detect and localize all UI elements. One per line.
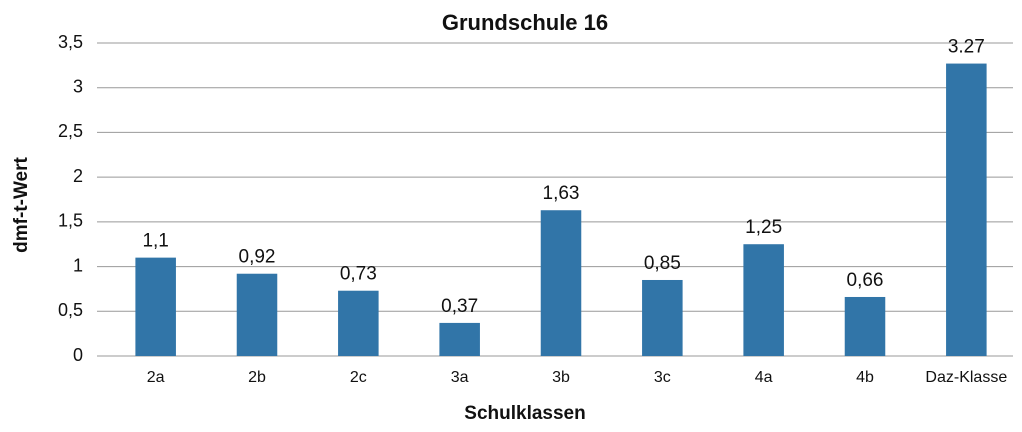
y-tick-label: 3,5 xyxy=(58,32,83,52)
bar xyxy=(946,63,987,356)
x-tick-label: 2b xyxy=(248,369,266,386)
bar xyxy=(236,273,278,356)
x-tick-label: 2a xyxy=(147,369,165,386)
y-tick-label: 2 xyxy=(73,166,83,186)
data-label: 3.27 xyxy=(948,37,985,58)
data-label: 0,66 xyxy=(847,270,884,291)
y-tick-label: 2,5 xyxy=(58,121,83,141)
data-label: 0,37 xyxy=(441,296,478,317)
x-tick-label: 3b xyxy=(552,369,570,386)
bar xyxy=(844,296,886,356)
bar xyxy=(743,244,784,356)
bar xyxy=(642,279,683,356)
chart-title: Grundschule 16 xyxy=(442,10,608,35)
y-axis-title: dmf-t-Wert xyxy=(11,156,32,252)
y-tick-label: 1,5 xyxy=(58,211,83,231)
y-tick-label: 1 xyxy=(73,255,83,275)
bar xyxy=(338,290,379,356)
data-label: 0,92 xyxy=(239,247,276,268)
y-tick-label: 0 xyxy=(73,345,83,365)
y-tick-label: 0,5 xyxy=(58,300,83,320)
data-label: 1,25 xyxy=(745,217,782,238)
bar xyxy=(439,322,480,356)
data-label: 0,73 xyxy=(340,264,377,285)
x-tick-label: 4b xyxy=(856,369,874,386)
data-label: 0,85 xyxy=(644,253,681,274)
x-tick-label: 4a xyxy=(755,369,773,386)
x-axis-title: Schulklassen xyxy=(464,403,585,424)
x-tick-label: 3a xyxy=(451,369,469,386)
x-tick-label: Daz-Klasse xyxy=(925,369,1007,386)
bar xyxy=(540,210,582,356)
bar xyxy=(135,257,176,356)
data-label: 1,63 xyxy=(543,183,580,204)
data-label: 1,1 xyxy=(142,231,168,252)
y-tick-label: 3 xyxy=(73,76,83,96)
x-tick-label: 2c xyxy=(350,369,367,386)
x-tick-label: 3c xyxy=(654,369,671,386)
